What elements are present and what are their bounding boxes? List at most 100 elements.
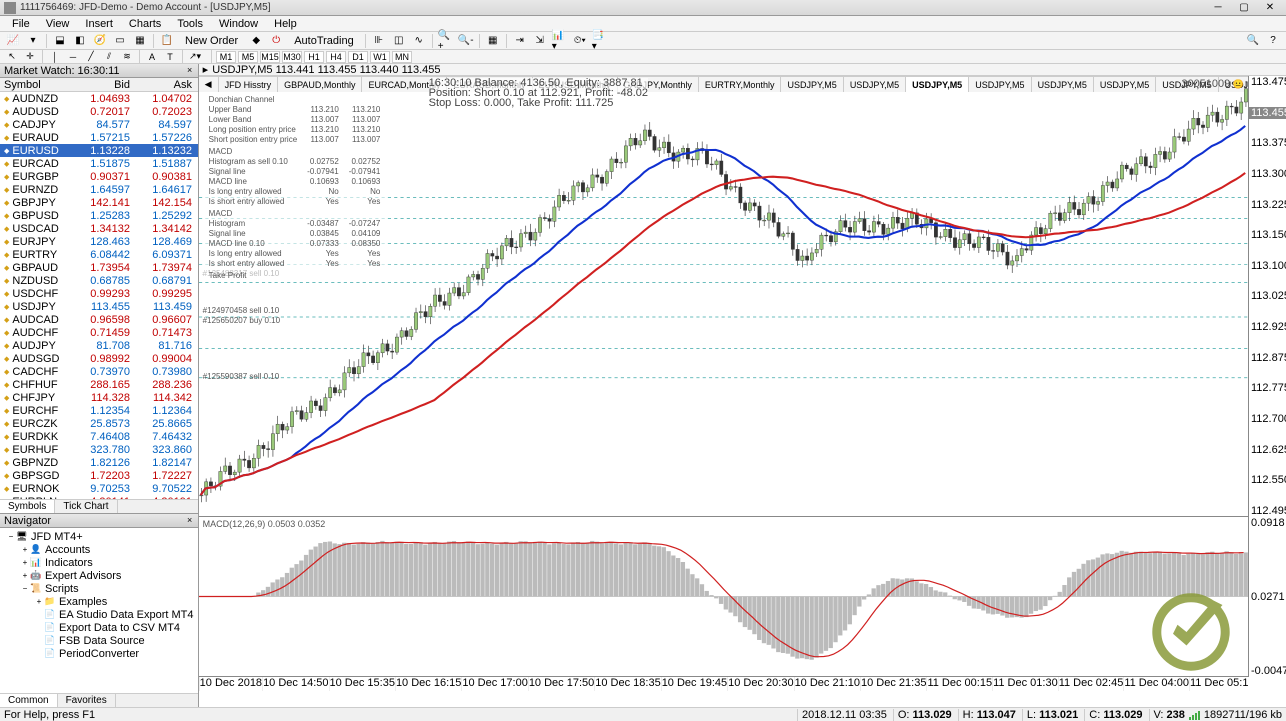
help2-icon[interactable]: ? (1264, 33, 1282, 49)
timeframe-m5[interactable]: M5 (238, 51, 258, 63)
menu-help[interactable]: Help (266, 18, 305, 30)
mw-row-chfhuf[interactable]: CHFHUF288.165288.236 (0, 378, 198, 391)
mw-row-eurtry[interactable]: EURTRY6.084426.09371 (0, 248, 198, 261)
mw-tab-symbols[interactable]: Symbols (0, 500, 55, 513)
mw-row-chfjpy[interactable]: CHFJPY114.328114.342 (0, 391, 198, 404)
nav-item[interactable]: +📊Indicators (2, 556, 196, 569)
status-connection[interactable]: 1892711/196 kb (1189, 709, 1282, 721)
mw-row-audusd[interactable]: AUDUSD0.720170.72023 (0, 105, 198, 118)
autotrading-icon[interactable]: ⏻ (267, 33, 285, 49)
mw-row-eurusd[interactable]: EURUSD1.132281.13232 (0, 144, 198, 157)
timeframe-h4[interactable]: H4 (326, 51, 346, 63)
nav-item[interactable]: 📄FSB Data Source (2, 634, 196, 647)
navigator-body[interactable]: −🖥JFD MT4++👤Accounts+📊Indicators+🤖Expert… (0, 528, 198, 693)
menu-file[interactable]: File (4, 18, 38, 30)
strategy-tester-icon[interactable]: ▦ (131, 33, 149, 49)
zoom-out-icon[interactable]: 🔍- (457, 33, 475, 49)
timeframe-h1[interactable]: H1 (304, 51, 324, 63)
mw-row-eurjpy[interactable]: EURJPY128.463128.469 (0, 235, 198, 248)
market-watch-close-icon[interactable]: × (184, 65, 196, 77)
mw-col-ask[interactable]: Ask (134, 78, 196, 91)
mw-col-symbol[interactable]: Symbol (0, 78, 72, 91)
macd-panel[interactable]: MACD(12,26,9) 0.0503 0.0352 (199, 517, 1248, 677)
nav-tab-favorites[interactable]: Favorites (58, 694, 116, 707)
nav-item[interactable]: +🤖Expert Advisors (2, 569, 196, 582)
templates-dropdown-icon[interactable]: 📑▾ (591, 33, 609, 49)
menu-tools[interactable]: Tools (169, 18, 211, 30)
profiles-icon[interactable]: ▾ (24, 33, 42, 49)
mw-row-eurchf[interactable]: EURCHF1.123541.12364 (0, 404, 198, 417)
new-order-icon[interactable]: 📋 (158, 33, 176, 49)
timeframe-m1[interactable]: M1 (216, 51, 236, 63)
indicators-dropdown-icon[interactable]: 📊▾ (551, 33, 569, 49)
search-icon[interactable]: 🔍 (1244, 33, 1262, 49)
trendline-icon[interactable]: ╱ (83, 51, 99, 63)
mw-row-gbpsgd[interactable]: GBPSGD1.722031.72227 (0, 469, 198, 482)
timeframe-m15[interactable]: M15 (260, 51, 280, 63)
mw-row-audjpy[interactable]: AUDJPY81.70881.716 (0, 339, 198, 352)
timeframe-m30[interactable]: M30 (282, 51, 302, 63)
timeframe-mn[interactable]: MN (392, 51, 412, 63)
candle-chart-icon[interactable]: ◫ (390, 33, 408, 49)
crosshair-icon[interactable]: ✛ (22, 51, 38, 63)
channel-icon[interactable]: ⫽ (101, 51, 117, 63)
mw-row-eurhuf[interactable]: EURHUF323.780323.860 (0, 443, 198, 456)
mw-tab-tickchart[interactable]: Tick Chart (55, 500, 117, 513)
new-order-button[interactable]: New Order (178, 33, 245, 49)
mw-row-cadjpy[interactable]: CADJPY84.57784.597 (0, 118, 198, 131)
mw-row-gbpusd[interactable]: GBPUSD1.252831.25292 (0, 209, 198, 222)
mw-row-usdjpy[interactable]: USDJPY113.455113.459 (0, 300, 198, 313)
mw-row-audcad[interactable]: AUDCAD0.965980.96607 (0, 313, 198, 326)
timeframe-w1[interactable]: W1 (370, 51, 390, 63)
data-window-icon[interactable]: ◧ (71, 33, 89, 49)
mw-row-gbpaud[interactable]: GBPAUD1.739541.73974 (0, 261, 198, 274)
new-chart-icon[interactable]: 📈 (4, 33, 22, 49)
bar-chart-icon[interactable]: ⊪ (370, 33, 388, 49)
cursor-icon[interactable]: ↖ (4, 51, 20, 63)
nav-item[interactable]: +📁Examples (2, 595, 196, 608)
mw-row-usdchf[interactable]: USDCHF0.992930.99295 (0, 287, 198, 300)
label-icon[interactable]: T (162, 51, 178, 63)
navigator-close-icon[interactable]: × (184, 515, 196, 527)
chart-container[interactable]: 16:30:10 Balance: 4136.50, Equity: 3887.… (199, 76, 1286, 707)
maximize-button[interactable]: ▢ (1232, 1, 1256, 15)
mw-row-euraud[interactable]: EURAUD1.572151.57226 (0, 131, 198, 144)
mw-col-bid[interactable]: Bid (72, 78, 134, 91)
text-icon[interactable]: A (144, 51, 160, 63)
nav-item[interactable]: −📜Scripts (2, 582, 196, 595)
mw-row-eurnzd[interactable]: EURNZD1.645971.64617 (0, 183, 198, 196)
macd-svg[interactable] (199, 517, 1248, 676)
market-watch-body[interactable]: AUDNZD1.046931.04702AUDUSD0.720170.72023… (0, 92, 198, 499)
metaeditor-icon[interactable]: ◆ (247, 33, 265, 49)
mw-row-audsgd[interactable]: AUDSGD0.989920.99004 (0, 352, 198, 365)
autoscroll-icon[interactable]: ⇲ (531, 33, 549, 49)
autotrading-button[interactable]: AutoTrading (287, 33, 361, 49)
mw-row-gbpnzd[interactable]: GBPNZD1.821261.82147 (0, 456, 198, 469)
shift-icon[interactable]: ⇥ (511, 33, 529, 49)
hline-icon[interactable]: ─ (65, 51, 81, 63)
mw-row-eurdkk[interactable]: EURDKK7.464087.46432 (0, 430, 198, 443)
nav-item[interactable]: 📄PeriodConverter (2, 647, 196, 660)
menu-charts[interactable]: Charts (121, 18, 169, 30)
fibo-icon[interactable]: ≋ (119, 51, 135, 63)
menu-view[interactable]: View (38, 18, 78, 30)
chart-main[interactable]: 16:30:10 Balance: 4136.50, Equity: 3887.… (199, 76, 1248, 517)
mw-row-nzdusd[interactable]: NZDUSD0.687850.68791 (0, 274, 198, 287)
nav-tab-common[interactable]: Common (0, 694, 58, 707)
mw-row-usdcad[interactable]: USDCAD1.341321.34142 (0, 222, 198, 235)
periods-dropdown-icon[interactable]: ⏲▾ (571, 33, 589, 49)
timeframe-d1[interactable]: D1 (348, 51, 368, 63)
menu-insert[interactable]: Insert (77, 18, 121, 30)
mw-row-gbpjpy[interactable]: GBPJPY142.141142.154 (0, 196, 198, 209)
mw-row-eurczk[interactable]: EURCZK25.857325.8665 (0, 417, 198, 430)
nav-item[interactable]: 📄Export Data to CSV MT4 (2, 621, 196, 634)
mw-row-cadchf[interactable]: CADCHF0.739700.73980 (0, 365, 198, 378)
mw-row-eurnok[interactable]: EURNOK9.702539.70522 (0, 482, 198, 495)
zoom-in-icon[interactable]: 🔍+ (437, 33, 455, 49)
tile-icon[interactable]: ▦ (484, 33, 502, 49)
minimize-button[interactable]: ─ (1206, 1, 1230, 15)
mw-row-audnzd[interactable]: AUDNZD1.046931.04702 (0, 92, 198, 105)
nav-root[interactable]: −🖥JFD MT4+ (2, 530, 196, 543)
mw-row-eurgbp[interactable]: EURGBP0.903710.90381 (0, 170, 198, 183)
arrows-icon[interactable]: ↗▾ (187, 51, 203, 63)
